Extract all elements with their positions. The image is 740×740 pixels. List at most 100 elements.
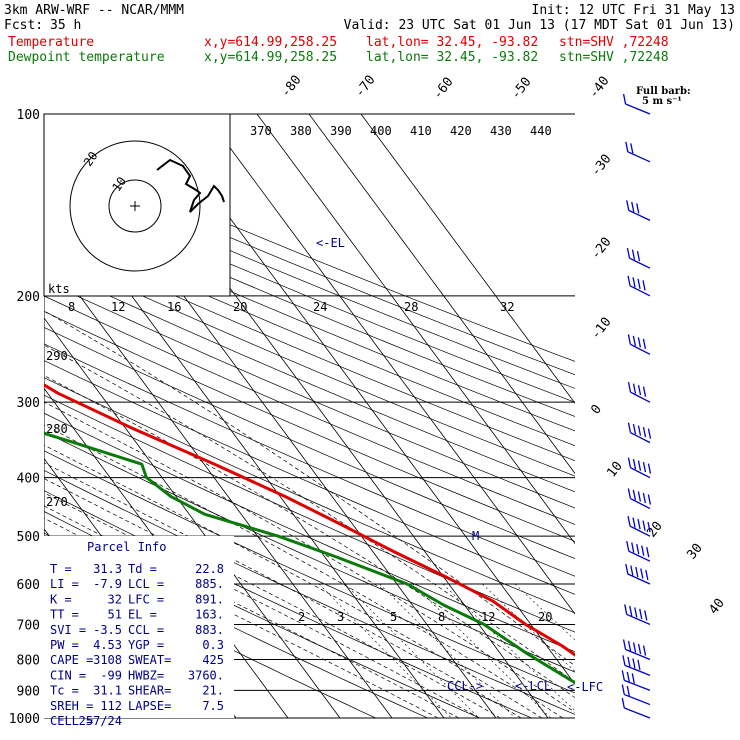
theta-w-label-2: 270 bbox=[46, 495, 68, 509]
init-time: Init: 12 UTC Fri 31 May 13 bbox=[532, 3, 736, 18]
parcel-cell-10-1: 257/24 bbox=[79, 714, 122, 728]
wind-barb-600 bbox=[625, 563, 651, 585]
isotherm-label-0: -80 bbox=[278, 73, 304, 101]
barb-legend-value: 5 m s⁻¹ bbox=[642, 96, 682, 107]
isotherm-label-12: 40 bbox=[706, 596, 727, 618]
parcel-cell-5-2: YGP = bbox=[128, 638, 164, 652]
parcel-cell-7-2: HWBZ= bbox=[128, 668, 164, 682]
theta-w-label-0: 290 bbox=[46, 349, 68, 363]
series-line-0 bbox=[44, 383, 575, 657]
isotherm-label-10: 20 bbox=[644, 519, 665, 541]
parcel-cell-9-2: LAPSE= bbox=[128, 699, 171, 713]
parcel-cell-5-1: 4.53 bbox=[93, 638, 122, 652]
temperature-latlon: lat,lon= 32.45, -93.82 bbox=[366, 35, 538, 50]
wind-barb-800 bbox=[622, 639, 651, 661]
temperature-station: stn=SHV ,72248 bbox=[559, 35, 669, 50]
mixing-ratio-top-2: 16 bbox=[167, 300, 181, 314]
hodograph-trace bbox=[156, 158, 225, 213]
isotherm-label-4: -40 bbox=[586, 74, 612, 102]
fcst-label: Fcst: bbox=[4, 18, 43, 33]
wind-barb-250 bbox=[627, 334, 651, 355]
parcel-info-title: Parcel Info bbox=[87, 540, 166, 554]
barb-legend-title: Full barb: bbox=[636, 86, 691, 97]
wind-barb-950 bbox=[621, 684, 651, 706]
isotherm-label-11: 30 bbox=[684, 541, 705, 563]
parcel-cell-2-1: 32 bbox=[108, 592, 122, 606]
parcel-cell-2-0: K = bbox=[50, 592, 72, 606]
parcel-cell-9-1: 112 bbox=[100, 699, 122, 713]
parcel-cell-1-0: LI = bbox=[50, 577, 79, 591]
mixing-ratio-top-5: 28 bbox=[404, 300, 418, 314]
hodograph-ring-20: 20 bbox=[81, 149, 101, 169]
wind-barb-200 bbox=[627, 275, 651, 297]
wind-barb-450 bbox=[627, 488, 652, 510]
wind-barb-150 bbox=[626, 200, 651, 221]
isotherm-label-9: 10 bbox=[604, 459, 625, 481]
wind-barb-550 bbox=[626, 541, 651, 562]
pressure-label-400: 400 bbox=[17, 472, 40, 487]
parcel-cell-8-2: SHEAR= bbox=[128, 684, 171, 698]
wind-barb-1000 bbox=[621, 697, 651, 719]
wind-barb-400 bbox=[627, 457, 652, 479]
theta-label-7: 440 bbox=[530, 124, 552, 138]
parcel-info-rows: T = 31.3 Td = 22.8 LI = -7.9 LCL = 885. K = 32 LFC… bbox=[50, 562, 224, 728]
hodograph-kts-label: kts bbox=[48, 282, 70, 296]
mixing-ratio-top-0: 8 bbox=[68, 300, 75, 314]
mixing-ratio-bottom-2: 5 bbox=[390, 610, 397, 624]
fcst-value: 35 h bbox=[50, 18, 81, 33]
temperature-xy: x,y=614.99,258.25 bbox=[204, 35, 337, 50]
series-line-1 bbox=[44, 431, 575, 685]
parcel-cell-3-0: TT = bbox=[50, 608, 79, 622]
parcel-cell-4-3: 883. bbox=[195, 623, 224, 637]
parcel-cell-4-0: SVI = bbox=[50, 623, 86, 637]
parcel-cell-8-0: Tc = bbox=[50, 684, 79, 698]
valid-time: Valid: 23 UTC Sat 01 Jun 13 (17 MDT Sat … bbox=[344, 18, 735, 33]
parcel-cell-1-3: 885. bbox=[195, 577, 224, 591]
mixing-ratio-bottom-1: 3 bbox=[337, 610, 344, 624]
parcel-cell-8-1: 31.1 bbox=[93, 684, 122, 698]
parcel-cell-1-2: LCL = bbox=[128, 577, 164, 591]
mixing-ratio-top-4: 24 bbox=[313, 300, 327, 314]
parcel-cell-3-2: EL = bbox=[128, 608, 157, 622]
parcel-cell-8-3: 21. bbox=[202, 684, 224, 698]
parcel-cell-0-0: T = bbox=[50, 562, 72, 576]
parcel-cell-6-3: 425 bbox=[202, 653, 224, 667]
model-title: 3km ARW-WRF -- NCAR/MMM bbox=[4, 3, 184, 18]
wind-barb-700 bbox=[624, 604, 651, 626]
m-marker: M bbox=[472, 529, 479, 543]
isotherm-label-6: -20 bbox=[588, 235, 614, 263]
lfc-marker: <-LFC bbox=[567, 680, 603, 694]
theta-label-5: 420 bbox=[450, 124, 472, 138]
isotherm-label-1: -70 bbox=[352, 73, 378, 101]
theta-w-label-1: 280 bbox=[46, 422, 68, 436]
parcel-cell-0-2: Td = bbox=[128, 562, 157, 576]
isotherm-label-5: -30 bbox=[588, 152, 614, 180]
parcel-cell-0-1: 31.3 bbox=[93, 562, 122, 576]
pressure-label-700: 700 bbox=[17, 618, 40, 633]
parcel-info-box: Parcel Info T = 31.3 Td = 22.8 LI = -7.9 LCL =… bbox=[44, 536, 234, 728]
parcel-cell-7-1: -99 bbox=[100, 668, 122, 682]
lcl-marker: <-LCL bbox=[515, 679, 551, 693]
parcel-cell-3-3: 163. bbox=[195, 608, 224, 622]
parcel-cell-10-0: CELL = bbox=[50, 714, 93, 728]
theta-label-1: 380 bbox=[290, 124, 312, 138]
wind-barb-900 bbox=[621, 670, 651, 691]
ccl-marker: CCL-> bbox=[447, 679, 483, 693]
wind-barb-350 bbox=[627, 422, 652, 444]
parcel-cell-2-2: LFC = bbox=[128, 592, 164, 606]
pressure-label-600: 600 bbox=[17, 578, 40, 593]
hodograph: kts 10 20 bbox=[43, 113, 231, 297]
pressure-label-100: 100 bbox=[17, 108, 40, 123]
mixing-ratio-bottom-4: 12 bbox=[481, 610, 495, 624]
el-marker: <-EL bbox=[316, 236, 345, 250]
parcel-cell-6-1: 3108 bbox=[93, 653, 122, 667]
parcel-cell-6-2: SWEAT= bbox=[128, 653, 171, 667]
pressure-label-300: 300 bbox=[17, 396, 40, 411]
theta-label-4: 410 bbox=[410, 124, 432, 138]
isotherm-label-8: 0 bbox=[588, 402, 605, 417]
parcel-cell-5-0: PW = bbox=[50, 638, 79, 652]
wind-barb-850 bbox=[622, 655, 651, 676]
wind-barb-100 bbox=[622, 93, 651, 115]
theta-label-2: 390 bbox=[330, 124, 352, 138]
